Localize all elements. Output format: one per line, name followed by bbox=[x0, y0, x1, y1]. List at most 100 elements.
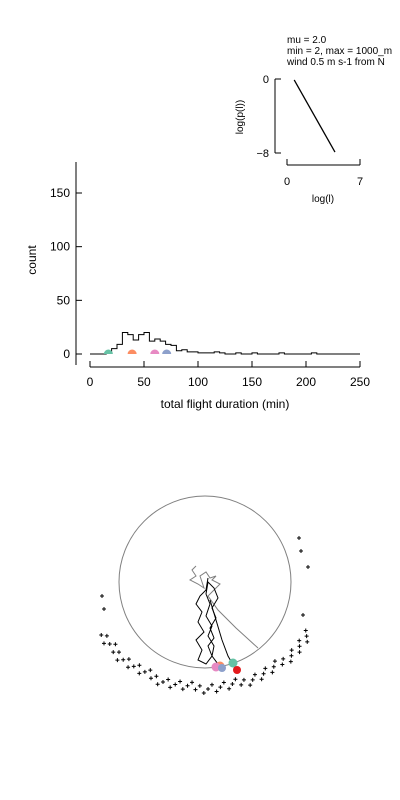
trajectory-cross bbox=[115, 658, 120, 663]
trajectory-cross bbox=[280, 662, 285, 667]
inset-x-label: log(l) bbox=[312, 194, 334, 205]
trajectory-cross bbox=[259, 677, 264, 682]
hist-y-tick-label-0: 0 bbox=[63, 347, 70, 361]
inset-series-line bbox=[293, 79, 336, 153]
trajectory-cross bbox=[214, 689, 219, 694]
inset-annotation-line-2: min = 2, max = 1000_m bbox=[287, 46, 392, 57]
trajectory-cross bbox=[304, 634, 309, 639]
trajectory-cross bbox=[289, 648, 294, 653]
trajectory-cross bbox=[248, 683, 253, 688]
trajectory-cross bbox=[111, 650, 116, 655]
trajectory-cross bbox=[201, 690, 206, 695]
trajectory-cross bbox=[113, 642, 118, 647]
trajectory-cross bbox=[209, 682, 214, 687]
trajectory-cross bbox=[289, 653, 294, 658]
trajectory-cross bbox=[239, 682, 244, 687]
trajectory-cross bbox=[281, 656, 286, 661]
trajectory-cross bbox=[101, 641, 106, 646]
trajectory-main-path bbox=[195, 577, 223, 669]
trajectory-cross bbox=[137, 663, 142, 668]
trajectory-cross bbox=[221, 680, 226, 685]
trajectory-crosses bbox=[99, 536, 310, 695]
hist-marker-2 bbox=[150, 349, 160, 354]
hist-x-tick-label-1: 50 bbox=[137, 375, 151, 389]
trajectory-cross bbox=[104, 633, 109, 638]
trajectory-cross bbox=[233, 677, 238, 682]
inset-annotation-line-1: mu = 2.0 bbox=[287, 35, 327, 46]
trajectory-cross bbox=[297, 644, 302, 649]
hist-marker-3 bbox=[162, 349, 172, 354]
trajectory-cross bbox=[288, 659, 293, 664]
trajectory-cross bbox=[272, 659, 277, 664]
hist-x-tick-label-5: 250 bbox=[350, 375, 370, 389]
inset-y-tick-label-0: 0 bbox=[263, 74, 269, 86]
hist-x-label: total flight duration (min) bbox=[161, 397, 290, 411]
trajectory-cross bbox=[230, 682, 235, 687]
hist-marker-0 bbox=[103, 349, 113, 354]
trajectory-cross bbox=[303, 628, 308, 633]
endpoint-blue bbox=[218, 664, 226, 672]
trajectory-cross bbox=[190, 680, 195, 685]
hist-y-tick-label-1: 50 bbox=[57, 293, 71, 307]
inset-y-label: log(p(l)) bbox=[235, 100, 246, 134]
trajectory-cross bbox=[263, 666, 268, 671]
trajectory-cross bbox=[301, 613, 305, 617]
hist-marker-1 bbox=[127, 349, 137, 354]
trajectory-cross bbox=[121, 657, 126, 662]
trajectory-cross bbox=[161, 679, 166, 684]
trajectory-cross bbox=[299, 549, 303, 553]
inset-annotation-line-3: wind 0.5 m s-1 from N bbox=[286, 57, 385, 68]
trajectory-cross bbox=[261, 671, 266, 676]
trajectory-cross bbox=[227, 686, 232, 691]
trajectory-cross bbox=[252, 672, 257, 677]
trajectory-cross bbox=[137, 671, 142, 676]
trajectory-cross bbox=[102, 607, 106, 611]
trajectory-cross bbox=[197, 683, 202, 688]
trajectory-cross bbox=[271, 664, 276, 669]
trajectory-cross bbox=[180, 687, 185, 692]
hist-x-tick-label-0: 0 bbox=[87, 375, 94, 389]
trajectory-cross bbox=[100, 594, 104, 598]
hist-y-tick-label-3: 150 bbox=[50, 186, 70, 200]
hist-x-tick-label-4: 200 bbox=[296, 375, 316, 389]
trajectory-cross bbox=[178, 679, 183, 684]
trajectory-boundary-circle bbox=[118, 495, 292, 669]
trajectory-cross bbox=[148, 668, 153, 673]
trajectory-cross bbox=[166, 677, 171, 682]
trajectory-cross bbox=[241, 677, 246, 682]
trajectory-cross bbox=[154, 674, 159, 679]
trajectory-cross bbox=[107, 641, 112, 646]
hist-y-tick-label-2: 100 bbox=[50, 240, 70, 254]
inset-x-tick-label-1: 7 bbox=[357, 176, 363, 188]
trajectory-cross bbox=[250, 677, 255, 682]
trajectory-cross bbox=[168, 685, 173, 690]
trajectory-panel bbox=[99, 495, 310, 695]
hist-x-tick-label-3: 150 bbox=[242, 375, 262, 389]
inset-panel: mu = 2.0 min = 2, max = 1000_m wind 0.5 … bbox=[235, 35, 392, 205]
trajectory-cross bbox=[206, 686, 211, 691]
inset-y-tick-label-1: −8 bbox=[256, 148, 269, 160]
trajectory-cross bbox=[148, 676, 153, 681]
trajectory-cross bbox=[193, 687, 198, 692]
trajectory-cross bbox=[99, 632, 104, 637]
trajectory-cross bbox=[155, 682, 160, 687]
hist-x-ticks: 0 50 100 150 200 250 bbox=[87, 361, 370, 389]
trajectory-cross bbox=[173, 682, 178, 687]
trajectory-cross bbox=[297, 650, 302, 655]
trajectory-cross bbox=[297, 638, 302, 643]
hist-y-label: count bbox=[25, 245, 39, 275]
trajectory-cross bbox=[305, 639, 310, 644]
trajectory-cross bbox=[185, 683, 190, 688]
hist-step-line bbox=[90, 332, 360, 355]
hist-markers bbox=[103, 349, 172, 354]
trajectory-cross bbox=[126, 657, 131, 662]
trajectory-inner-path bbox=[189, 565, 259, 649]
histogram-panel: 0 50 100 150 0 50 100 150 200 250 count total fl… bbox=[25, 162, 370, 411]
endpoint-green bbox=[228, 658, 238, 668]
trajectory-cross bbox=[297, 536, 301, 540]
hist-x-tick-label-2: 100 bbox=[188, 375, 208, 389]
endpoint-red bbox=[233, 666, 241, 674]
inset-x-tick-label-0: 0 bbox=[284, 176, 290, 188]
trajectory-cross bbox=[116, 650, 121, 655]
